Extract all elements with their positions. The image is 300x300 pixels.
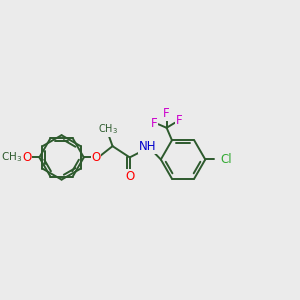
- Text: CH$_3$: CH$_3$: [1, 151, 22, 164]
- Text: O: O: [125, 170, 134, 183]
- Text: F: F: [151, 117, 157, 130]
- Text: NH: NH: [139, 140, 156, 153]
- Text: Cl: Cl: [220, 153, 232, 166]
- Text: CH$_3$: CH$_3$: [98, 122, 118, 136]
- Text: F: F: [163, 107, 170, 120]
- Text: O: O: [22, 151, 32, 164]
- Text: F: F: [176, 114, 183, 127]
- Text: O: O: [92, 151, 101, 164]
